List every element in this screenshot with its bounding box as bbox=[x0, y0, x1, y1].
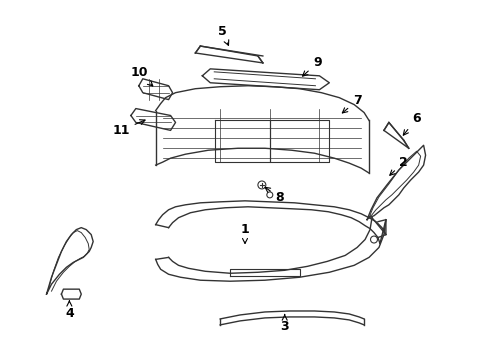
Text: 5: 5 bbox=[218, 24, 229, 45]
Text: 10: 10 bbox=[130, 66, 153, 86]
Text: 2: 2 bbox=[390, 156, 408, 175]
Text: 7: 7 bbox=[343, 94, 362, 113]
Text: 9: 9 bbox=[303, 57, 322, 76]
Text: 8: 8 bbox=[265, 187, 284, 204]
Text: 11: 11 bbox=[112, 120, 145, 137]
Text: 6: 6 bbox=[403, 112, 421, 135]
Text: 4: 4 bbox=[65, 301, 74, 320]
Text: 3: 3 bbox=[280, 315, 289, 333]
Text: 1: 1 bbox=[241, 223, 249, 243]
